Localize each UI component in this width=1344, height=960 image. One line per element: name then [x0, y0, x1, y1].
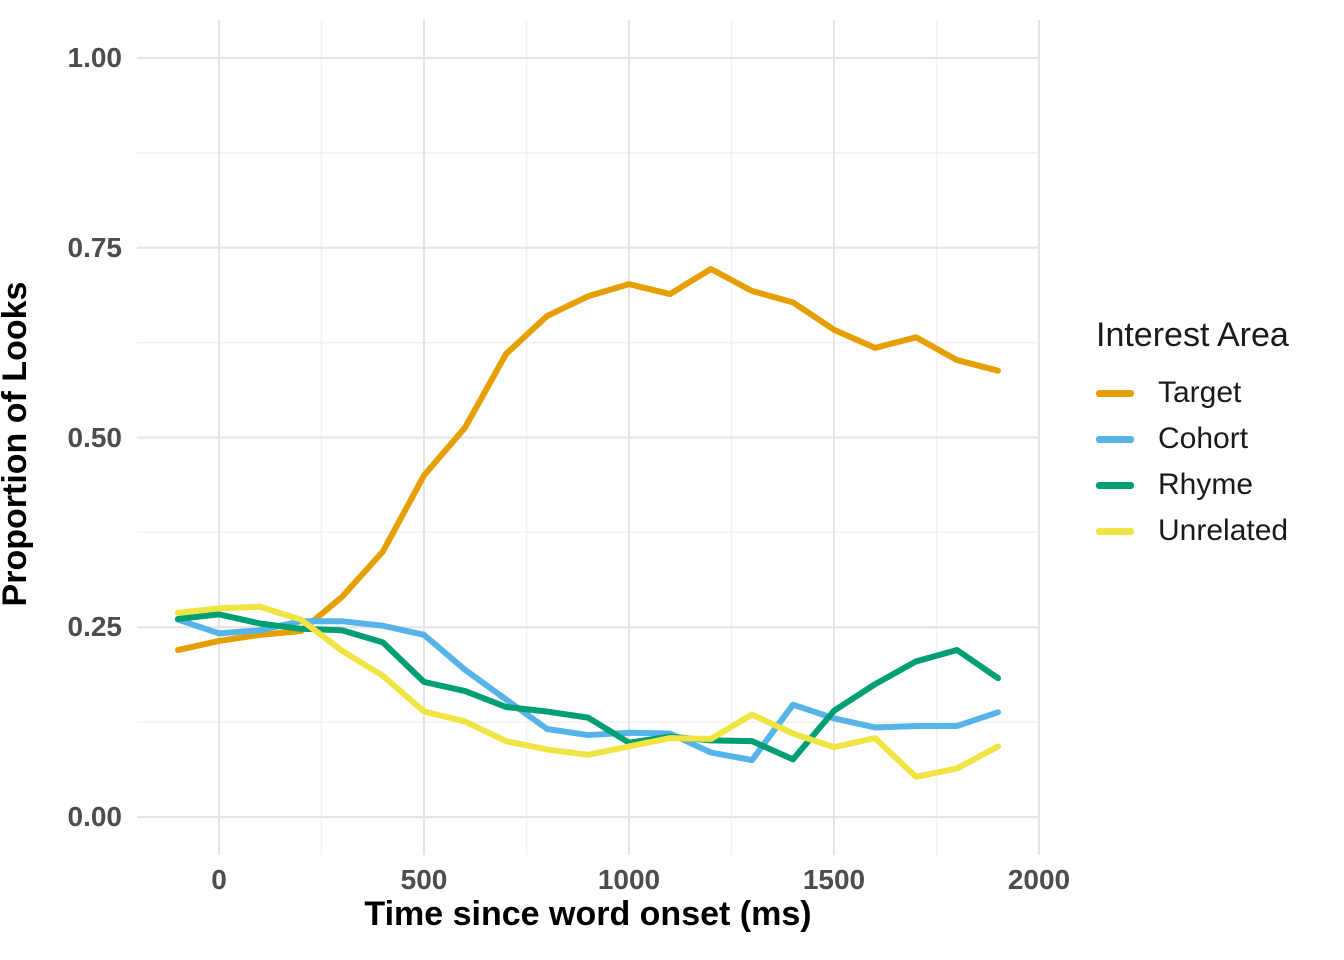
y-tick-label: 0.00 [67, 801, 123, 833]
legend-item-cohort: Cohort [1096, 416, 1336, 462]
series-line-target [175, 265, 1001, 654]
legend-key-line-icon [1096, 389, 1134, 397]
legend-title: Interest Area [1096, 316, 1289, 354]
legend-item-label: Cohort [1158, 422, 1249, 455]
legend-key-line-icon [1096, 527, 1134, 535]
legend-items: Target Cohort Rhyme Unrelated [1096, 370, 1336, 554]
y-axis-title: Proportion of Looks [0, 281, 34, 607]
legend-key-line-icon [1096, 435, 1134, 443]
x-tick-label: 1500 [802, 864, 866, 895]
series-line-unrelated [175, 603, 1001, 780]
legend: Interest Area Target Cohort Rhyme Unrelated [1096, 314, 1336, 554]
legend-key-line-icon [1096, 481, 1134, 489]
legend-item-label: Target [1158, 376, 1242, 409]
y-tick-label: 0.75 [67, 231, 123, 263]
x-tick-label: 1000 [597, 864, 661, 895]
x-axis-title: Time since word onset (ms) [364, 895, 812, 933]
legend-item-label: Rhyme [1158, 468, 1254, 501]
y-tick-label: 1.00 [67, 41, 123, 73]
legend-item-rhyme: Rhyme [1096, 462, 1336, 508]
legend-item-target: Target [1096, 370, 1336, 416]
legend-item-label: Unrelated [1158, 514, 1289, 547]
legend-item-unrelated: Unrelated [1096, 508, 1336, 554]
x-tick-label: 0 [211, 864, 227, 895]
x-tick-label: 2000 [1007, 864, 1071, 895]
x-tick-label: 500 [400, 864, 448, 895]
series-line-cohort [175, 616, 1001, 764]
y-tick-label: 0.50 [67, 421, 123, 453]
y-tick-label: 0.25 [67, 611, 123, 643]
